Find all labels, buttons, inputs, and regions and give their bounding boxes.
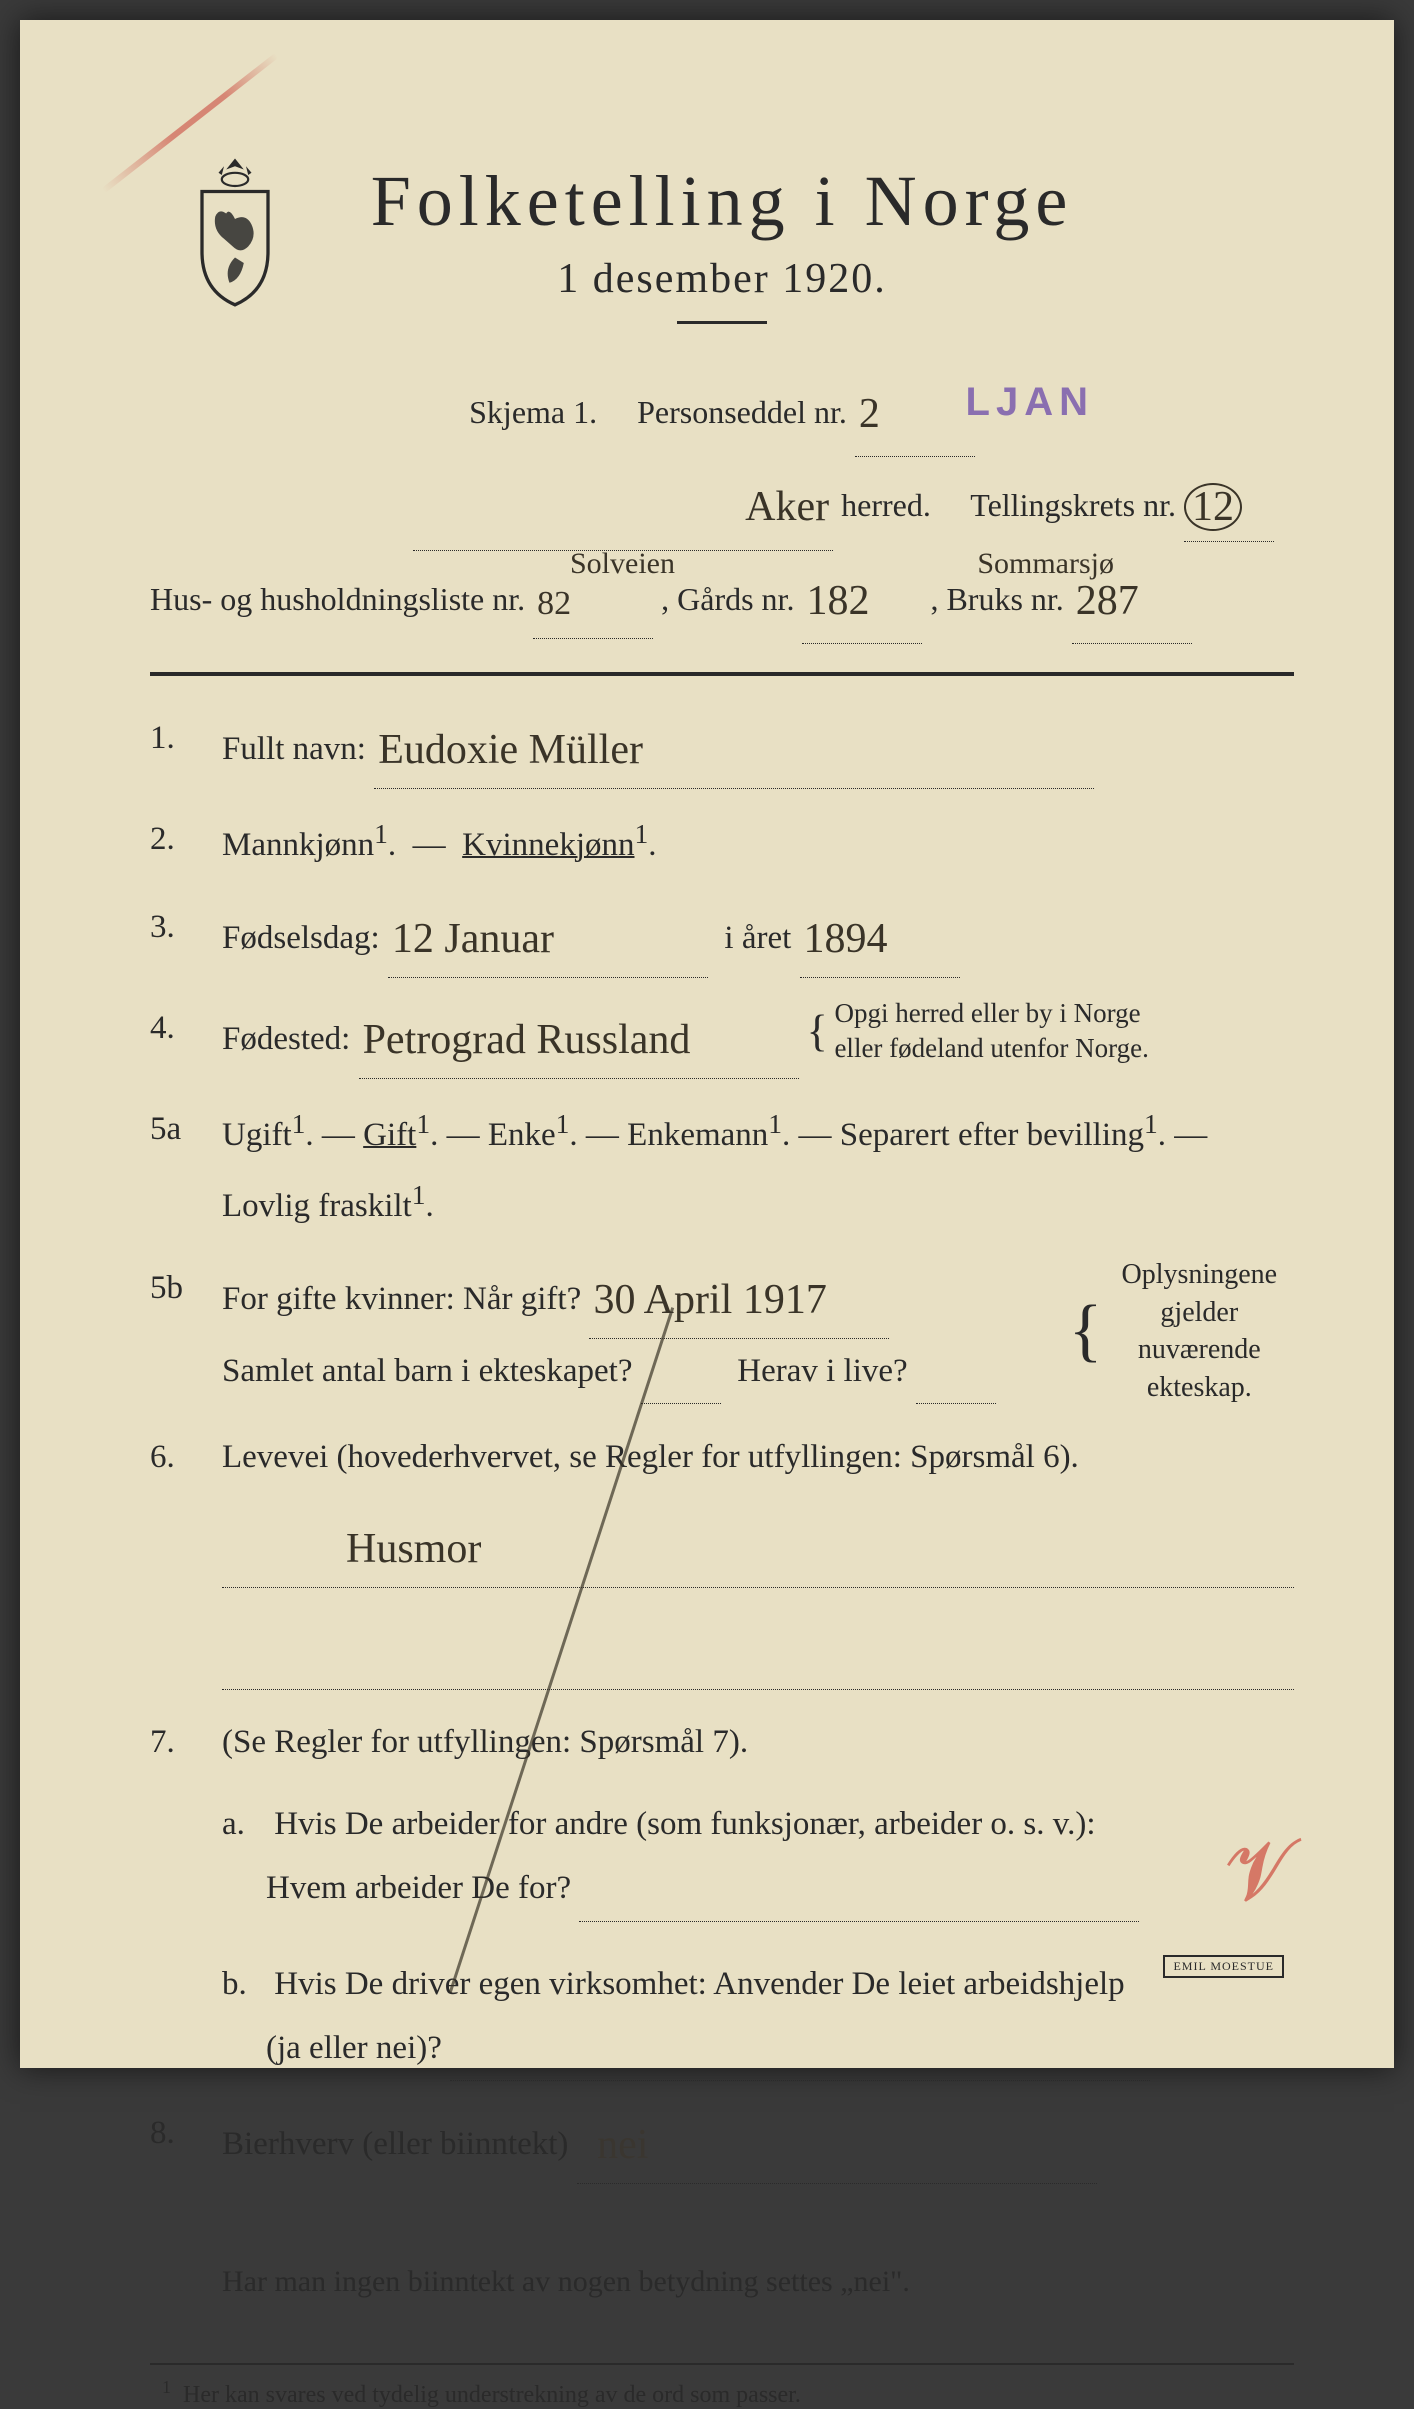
- q4-num: 4.: [150, 996, 222, 1079]
- q5a-fraskilt: Lovlig fraskilt: [222, 1188, 412, 1224]
- q6: 6. Levevei (hovederhvervet, se Regler fo…: [150, 1425, 1294, 1690]
- q3-year: 1894: [800, 916, 892, 962]
- q3-num: 3.: [150, 895, 222, 978]
- red-check-mark: 𝓥: [1224, 1824, 1298, 1920]
- gards-label: , Gårds nr.: [661, 581, 794, 617]
- tellingskrets-label: Tellingskrets nr.: [970, 487, 1176, 523]
- gards-nr: 182: [802, 578, 873, 624]
- personseddel-label: Personseddel nr.: [637, 394, 847, 430]
- q5a-num: 5a: [150, 1097, 222, 1238]
- form-date: 1 desember 1920.: [150, 255, 1294, 303]
- q4: 4. Fødested: Petrograd Russland { Opgi h…: [150, 996, 1294, 1079]
- husliste-label: Hus- og husholdningsliste nr.: [150, 581, 525, 617]
- q5a-enkemann: Enkemann: [627, 1117, 768, 1153]
- q2-female: Kvinnekjønn: [462, 827, 634, 863]
- q5b-label2: Samlet antal barn i ekteskapet?: [222, 1353, 633, 1389]
- q4-note: { Opgi herred eller by i Norge eller fød…: [807, 996, 1149, 1066]
- q8-num: 8.: [150, 2101, 222, 2313]
- husliste-nr: 82: [533, 585, 575, 622]
- divider: [677, 321, 767, 324]
- q7-label: (Se Regler for utfyllingen: Spørsmål 7).: [222, 1724, 748, 1760]
- footnote-divider: [150, 2363, 1294, 2365]
- q5b-label3: Herav i live?: [737, 1353, 907, 1389]
- q7: 7. (Se Regler for utfyllingen: Spørsmål …: [150, 1710, 1294, 1774]
- q7b-line1: Hvis De driver egen virksomhet: Anvender…: [274, 1966, 1124, 2002]
- q6-value: Husmor: [342, 1526, 485, 1572]
- q3: 3. Fødselsdag: 12 Januar i året 1894: [150, 895, 1294, 978]
- q6-label: Levevei (hovederhvervet, se Regler for u…: [222, 1439, 1079, 1475]
- q3-mid: i året: [724, 920, 791, 956]
- q5a-enke: Enke: [488, 1117, 556, 1153]
- q2-num: 2.: [150, 807, 222, 877]
- q8: 8. Bierhverv (eller biinntekt) nei Har m…: [150, 2101, 1294, 2313]
- q7b-letter: b.: [222, 1952, 266, 2016]
- q7b-line2: (ja eller nei)?: [266, 2030, 442, 2066]
- q1-label: Fullt navn:: [222, 731, 366, 767]
- ljan-stamp: LJAN: [966, 358, 1094, 446]
- herred-value: Aker: [741, 484, 833, 530]
- q5b-num: 5b: [150, 1256, 222, 1407]
- coat-of-arms-icon: [180, 150, 290, 310]
- skjema-label: Skjema 1.: [469, 394, 597, 430]
- form-identifiers: Skjema 1. Personseddel nr. 2 LJAN Aker h…: [150, 364, 1294, 644]
- q3-day: 12 Januar: [388, 916, 558, 962]
- personseddel-nr: 2: [855, 391, 884, 437]
- q5b-label1: For gifte kvinner: Når gift?: [222, 1281, 581, 1317]
- q5a-gift: Gift: [363, 1117, 416, 1153]
- tellingskrets-nr: 12: [1184, 483, 1242, 531]
- q3-label: Fødselsdag:: [222, 920, 380, 956]
- footnote: 1 Her kan svares ved tydelig understrekn…: [150, 2377, 1294, 2409]
- q5b-marriage-date: 30 April 1917: [589, 1277, 830, 1323]
- q7a: a. Hvis De arbeider for andre (som funks…: [222, 1792, 1294, 1922]
- questions-block: 1. Fullt navn: Eudoxie Müller 2. Mannkjø…: [150, 706, 1294, 2313]
- q1: 1. Fullt navn: Eudoxie Müller: [150, 706, 1294, 789]
- bruks-nr: 287: [1072, 578, 1143, 624]
- q6-num: 6.: [150, 1425, 222, 1690]
- q8-note: Har man ingen biinntekt av nogen betydni…: [222, 2265, 910, 2298]
- q7a-line2: Hvem arbeider De for?: [266, 1870, 571, 1906]
- q8-value: nei: [593, 2122, 652, 2168]
- q1-num: 1.: [150, 706, 222, 789]
- q8-label: Bierhverv (eller biinntekt): [222, 2126, 568, 2162]
- q5b-note: { Oplysningene gjelder nuværende ekteska…: [1064, 1256, 1294, 1407]
- census-form-page: Folketelling i Norge 1 desember 1920. Sk…: [20, 20, 1394, 2068]
- q1-value: Eudoxie Müller: [374, 727, 647, 773]
- q4-value: Petrograd Russland: [359, 1017, 695, 1063]
- q2-male: Mannkjønn: [222, 827, 374, 863]
- form-header: Folketelling i Norge 1 desember 1920.: [150, 160, 1294, 324]
- q4-label: Fødested:: [222, 1021, 350, 1057]
- q7a-letter: a.: [222, 1792, 266, 1856]
- q5a-separert: Separert efter bevilling: [840, 1117, 1144, 1153]
- q5a-ugift: Ugift: [222, 1117, 292, 1153]
- printer-mark: EMIL MOESTUE: [1163, 1955, 1284, 1978]
- q7b: b. Hvis De driver egen virksomhet: Anven…: [222, 1952, 1294, 2082]
- q7-num: 7.: [150, 1710, 222, 1774]
- q2: 2. Mannkjønn1. — Kvinnekjønn1.: [150, 807, 1294, 877]
- heavy-divider: [150, 672, 1294, 676]
- q5a: 5a Ugift1. — Gift1. — Enke1. — Enkemann1…: [150, 1097, 1294, 1238]
- herred-label: herred.: [841, 487, 931, 523]
- q5b: 5b For gifte kvinner: Når gift? 30 April…: [150, 1256, 1294, 1407]
- q7a-line1: Hvis De arbeider for andre (som funksjon…: [274, 1806, 1095, 1842]
- form-title: Folketelling i Norge: [150, 160, 1294, 243]
